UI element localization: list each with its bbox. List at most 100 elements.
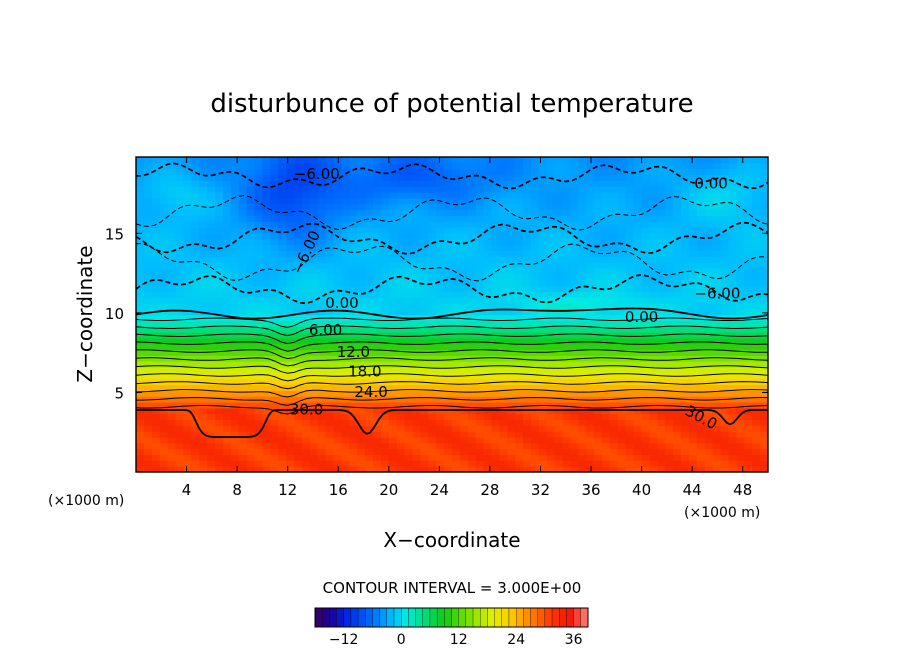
field-cell bbox=[349, 162, 358, 170]
field-cell bbox=[562, 390, 572, 397]
field-cell bbox=[507, 244, 516, 251]
field-cell bbox=[625, 402, 635, 409]
field-cell bbox=[531, 355, 540, 362]
field-cell bbox=[207, 297, 216, 304]
field-cell bbox=[712, 273, 722, 281]
field-cell bbox=[712, 162, 722, 170]
field-cell bbox=[215, 308, 224, 316]
field-cell bbox=[294, 157, 303, 164]
field-cell bbox=[207, 157, 216, 164]
field-cell bbox=[586, 302, 595, 310]
field-cell bbox=[546, 297, 556, 304]
field-cell bbox=[238, 157, 248, 164]
field-cell bbox=[712, 343, 722, 351]
field-cell bbox=[325, 221, 335, 228]
field-cell bbox=[254, 396, 263, 403]
field-cell bbox=[459, 442, 469, 450]
field-cell bbox=[554, 197, 564, 205]
field-cell bbox=[175, 425, 184, 432]
field-cell bbox=[681, 285, 690, 292]
field-cell bbox=[207, 442, 216, 450]
field-cell bbox=[452, 349, 461, 356]
field-cell bbox=[736, 273, 745, 281]
field-cell bbox=[325, 302, 335, 310]
field-cell bbox=[254, 378, 263, 386]
field-cell bbox=[278, 378, 287, 386]
field-cell bbox=[507, 413, 516, 421]
field-cell bbox=[167, 192, 177, 199]
field-cell bbox=[720, 343, 730, 351]
field-cell bbox=[412, 454, 421, 461]
field-cell bbox=[610, 314, 619, 321]
field-cell bbox=[617, 454, 627, 461]
field-cell bbox=[207, 343, 216, 351]
field-cell bbox=[191, 215, 200, 222]
field-cell bbox=[404, 454, 414, 461]
field-cell bbox=[388, 320, 398, 327]
field-cell bbox=[294, 162, 303, 170]
field-cell bbox=[278, 372, 287, 380]
field-cell bbox=[689, 209, 698, 216]
field-cell bbox=[649, 372, 658, 380]
field-cell bbox=[578, 262, 587, 269]
field-cell bbox=[143, 378, 153, 386]
field-cell bbox=[499, 349, 508, 356]
colorbar-ticks: −12 0 12 24 36 bbox=[329, 632, 583, 648]
field-cell bbox=[412, 157, 421, 164]
field-cell bbox=[736, 297, 745, 304]
field-cell bbox=[720, 157, 730, 164]
field-cell bbox=[365, 197, 374, 205]
field-cell bbox=[578, 413, 587, 421]
field-cell bbox=[744, 221, 753, 228]
field-cell bbox=[744, 238, 753, 246]
field-cell bbox=[538, 396, 548, 403]
field-cell bbox=[752, 250, 761, 257]
field-cell bbox=[436, 419, 445, 426]
field-cell bbox=[207, 431, 216, 438]
field-cell bbox=[617, 448, 627, 456]
field-cell bbox=[578, 402, 587, 409]
field-cell bbox=[183, 442, 192, 450]
field-cell bbox=[475, 250, 485, 257]
field-cell bbox=[317, 349, 327, 356]
field-cell bbox=[475, 273, 485, 281]
field-cell bbox=[610, 437, 619, 444]
field-cell bbox=[199, 209, 208, 216]
field-cell bbox=[744, 466, 753, 472]
field-cell bbox=[483, 262, 493, 269]
field-cell bbox=[444, 203, 453, 211]
field-cell bbox=[744, 192, 753, 199]
field-cell bbox=[689, 297, 698, 304]
field-cell bbox=[538, 320, 548, 327]
field-cell bbox=[420, 256, 429, 263]
field-cell bbox=[736, 337, 745, 345]
colorbar-cell bbox=[530, 607, 538, 628]
field-cell bbox=[136, 378, 145, 386]
field-cell bbox=[317, 396, 327, 403]
field-cell bbox=[325, 192, 335, 199]
field-cell bbox=[475, 355, 485, 362]
field-cell bbox=[752, 279, 761, 286]
field-cell bbox=[396, 396, 406, 403]
field-cell bbox=[689, 466, 698, 472]
field-cell bbox=[641, 407, 651, 415]
field-cell bbox=[712, 215, 722, 222]
field-cell bbox=[752, 396, 761, 403]
field-cell bbox=[570, 378, 579, 386]
field-cell bbox=[704, 437, 714, 444]
field-cell bbox=[570, 209, 579, 216]
field-cell bbox=[760, 232, 768, 240]
field-cell bbox=[760, 262, 768, 269]
field-cell bbox=[625, 448, 635, 456]
field-cell bbox=[649, 407, 658, 415]
field-cell bbox=[673, 256, 682, 263]
field-cell bbox=[191, 337, 200, 345]
field-cell bbox=[538, 262, 548, 269]
field-cell bbox=[143, 442, 153, 450]
field-cell bbox=[254, 402, 263, 409]
field-cell bbox=[301, 238, 311, 246]
field-cell bbox=[720, 326, 730, 333]
field-cell bbox=[712, 221, 722, 228]
field-cell bbox=[641, 448, 651, 456]
field-cell bbox=[696, 297, 706, 304]
